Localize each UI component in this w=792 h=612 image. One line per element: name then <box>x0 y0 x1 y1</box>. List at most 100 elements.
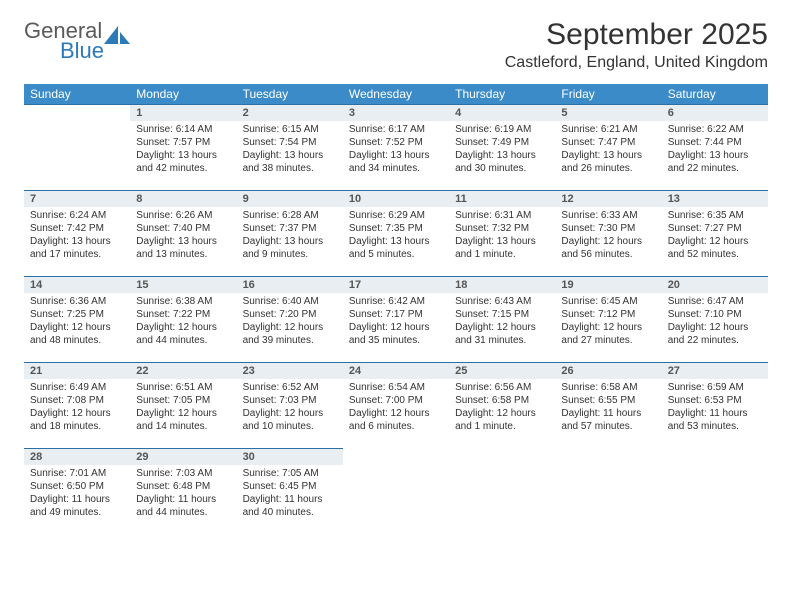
weekday-header: Thursday <box>449 84 555 104</box>
day-number: 5 <box>555 104 661 121</box>
calendar-week-row: 21Sunrise: 6:49 AMSunset: 7:08 PMDayligh… <box>24 362 768 448</box>
calendar-day-cell: 25Sunrise: 6:56 AMSunset: 6:58 PMDayligh… <box>449 362 555 448</box>
day-ss: Sunset: 6:58 PM <box>455 394 549 407</box>
day-ss: Sunset: 7:30 PM <box>561 222 655 235</box>
day-number: 20 <box>662 276 768 293</box>
day-d2: and 56 minutes. <box>561 248 655 261</box>
calendar-empty-cell <box>24 104 130 190</box>
day-d2: and 1 minute. <box>455 248 549 261</box>
day-number: 12 <box>555 190 661 207</box>
weekday-header-row: SundayMondayTuesdayWednesdayThursdayFrid… <box>24 84 768 104</box>
day-d2: and 34 minutes. <box>349 162 443 175</box>
day-number: 10 <box>343 190 449 207</box>
day-number: 3 <box>343 104 449 121</box>
day-d1: Daylight: 13 hours <box>243 235 337 248</box>
day-details: Sunrise: 6:19 AMSunset: 7:49 PMDaylight:… <box>449 121 555 179</box>
day-details: Sunrise: 6:17 AMSunset: 7:52 PMDaylight:… <box>343 121 449 179</box>
day-sr: Sunrise: 6:42 AM <box>349 295 443 308</box>
day-details: Sunrise: 7:01 AMSunset: 6:50 PMDaylight:… <box>24 465 130 523</box>
day-ss: Sunset: 7:05 PM <box>136 394 230 407</box>
day-sr: Sunrise: 6:54 AM <box>349 381 443 394</box>
day-number: 16 <box>237 276 343 293</box>
header: General Blue September 2025 Castleford, … <box>24 18 768 72</box>
day-sr: Sunrise: 6:28 AM <box>243 209 337 222</box>
day-number: 4 <box>449 104 555 121</box>
day-sr: Sunrise: 6:38 AM <box>136 295 230 308</box>
day-details: Sunrise: 6:22 AMSunset: 7:44 PMDaylight:… <box>662 121 768 179</box>
day-d1: Daylight: 12 hours <box>561 321 655 334</box>
day-details: Sunrise: 6:45 AMSunset: 7:12 PMDaylight:… <box>555 293 661 351</box>
day-number: 6 <box>662 104 768 121</box>
day-d2: and 30 minutes. <box>455 162 549 175</box>
calendar-week-row: 28Sunrise: 7:01 AMSunset: 6:50 PMDayligh… <box>24 448 768 534</box>
day-ss: Sunset: 7:47 PM <box>561 136 655 149</box>
logo-sail-icon <box>104 24 130 44</box>
day-d2: and 26 minutes. <box>561 162 655 175</box>
calendar-week-row: 14Sunrise: 6:36 AMSunset: 7:25 PMDayligh… <box>24 276 768 362</box>
day-d2: and 14 minutes. <box>136 420 230 433</box>
day-sr: Sunrise: 6:59 AM <box>668 381 762 394</box>
day-number: 24 <box>343 362 449 379</box>
day-ss: Sunset: 6:45 PM <box>243 480 337 493</box>
calendar-day-cell: 11Sunrise: 6:31 AMSunset: 7:32 PMDayligh… <box>449 190 555 276</box>
day-details: Sunrise: 6:33 AMSunset: 7:30 PMDaylight:… <box>555 207 661 265</box>
day-sr: Sunrise: 6:29 AM <box>349 209 443 222</box>
day-ss: Sunset: 7:54 PM <box>243 136 337 149</box>
day-details: Sunrise: 7:03 AMSunset: 6:48 PMDaylight:… <box>130 465 236 523</box>
day-sr: Sunrise: 6:49 AM <box>30 381 124 394</box>
day-number: 15 <box>130 276 236 293</box>
day-d1: Daylight: 12 hours <box>668 321 762 334</box>
day-details: Sunrise: 6:35 AMSunset: 7:27 PMDaylight:… <box>662 207 768 265</box>
day-details: Sunrise: 6:36 AMSunset: 7:25 PMDaylight:… <box>24 293 130 351</box>
day-d1: Daylight: 13 hours <box>561 149 655 162</box>
day-ss: Sunset: 7:15 PM <box>455 308 549 321</box>
logo-text-blue: Blue <box>60 38 104 64</box>
day-d1: Daylight: 12 hours <box>455 407 549 420</box>
calendar-day-cell: 29Sunrise: 7:03 AMSunset: 6:48 PMDayligh… <box>130 448 236 534</box>
day-d2: and 18 minutes. <box>30 420 124 433</box>
day-ss: Sunset: 7:22 PM <box>136 308 230 321</box>
day-d1: Daylight: 12 hours <box>349 407 443 420</box>
day-details: Sunrise: 6:38 AMSunset: 7:22 PMDaylight:… <box>130 293 236 351</box>
day-sr: Sunrise: 6:14 AM <box>136 123 230 136</box>
calendar-day-cell: 6Sunrise: 6:22 AMSunset: 7:44 PMDaylight… <box>662 104 768 190</box>
day-d1: Daylight: 13 hours <box>349 235 443 248</box>
day-details: Sunrise: 6:15 AMSunset: 7:54 PMDaylight:… <box>237 121 343 179</box>
day-details: Sunrise: 6:31 AMSunset: 7:32 PMDaylight:… <box>449 207 555 265</box>
day-d2: and 52 minutes. <box>668 248 762 261</box>
calendar-day-cell: 9Sunrise: 6:28 AMSunset: 7:37 PMDaylight… <box>237 190 343 276</box>
weekday-header: Sunday <box>24 84 130 104</box>
weekday-header: Monday <box>130 84 236 104</box>
day-d2: and 31 minutes. <box>455 334 549 347</box>
day-ss: Sunset: 7:27 PM <box>668 222 762 235</box>
calendar-day-cell: 15Sunrise: 6:38 AMSunset: 7:22 PMDayligh… <box>130 276 236 362</box>
day-number: 28 <box>24 448 130 465</box>
day-ss: Sunset: 7:10 PM <box>668 308 762 321</box>
day-d2: and 57 minutes. <box>561 420 655 433</box>
day-details: Sunrise: 6:54 AMSunset: 7:00 PMDaylight:… <box>343 379 449 437</box>
day-ss: Sunset: 7:57 PM <box>136 136 230 149</box>
calendar-empty-cell <box>343 448 449 534</box>
day-details: Sunrise: 6:47 AMSunset: 7:10 PMDaylight:… <box>662 293 768 351</box>
day-details: Sunrise: 6:28 AMSunset: 7:37 PMDaylight:… <box>237 207 343 265</box>
day-details: Sunrise: 6:29 AMSunset: 7:35 PMDaylight:… <box>343 207 449 265</box>
weekday-header: Saturday <box>662 84 768 104</box>
day-d1: Daylight: 13 hours <box>136 149 230 162</box>
day-sr: Sunrise: 6:36 AM <box>30 295 124 308</box>
day-ss: Sunset: 6:53 PM <box>668 394 762 407</box>
day-d1: Daylight: 11 hours <box>668 407 762 420</box>
day-d2: and 38 minutes. <box>243 162 337 175</box>
day-d2: and 35 minutes. <box>349 334 443 347</box>
day-ss: Sunset: 6:55 PM <box>561 394 655 407</box>
calendar-day-cell: 2Sunrise: 6:15 AMSunset: 7:54 PMDaylight… <box>237 104 343 190</box>
day-d1: Daylight: 12 hours <box>30 321 124 334</box>
calendar-day-cell: 17Sunrise: 6:42 AMSunset: 7:17 PMDayligh… <box>343 276 449 362</box>
day-details: Sunrise: 6:42 AMSunset: 7:17 PMDaylight:… <box>343 293 449 351</box>
calendar-day-cell: 1Sunrise: 6:14 AMSunset: 7:57 PMDaylight… <box>130 104 236 190</box>
day-details: Sunrise: 6:40 AMSunset: 7:20 PMDaylight:… <box>237 293 343 351</box>
calendar-empty-cell <box>662 448 768 534</box>
day-number: 13 <box>662 190 768 207</box>
day-d1: Daylight: 13 hours <box>455 235 549 248</box>
day-sr: Sunrise: 6:43 AM <box>455 295 549 308</box>
day-d2: and 49 minutes. <box>30 506 124 519</box>
